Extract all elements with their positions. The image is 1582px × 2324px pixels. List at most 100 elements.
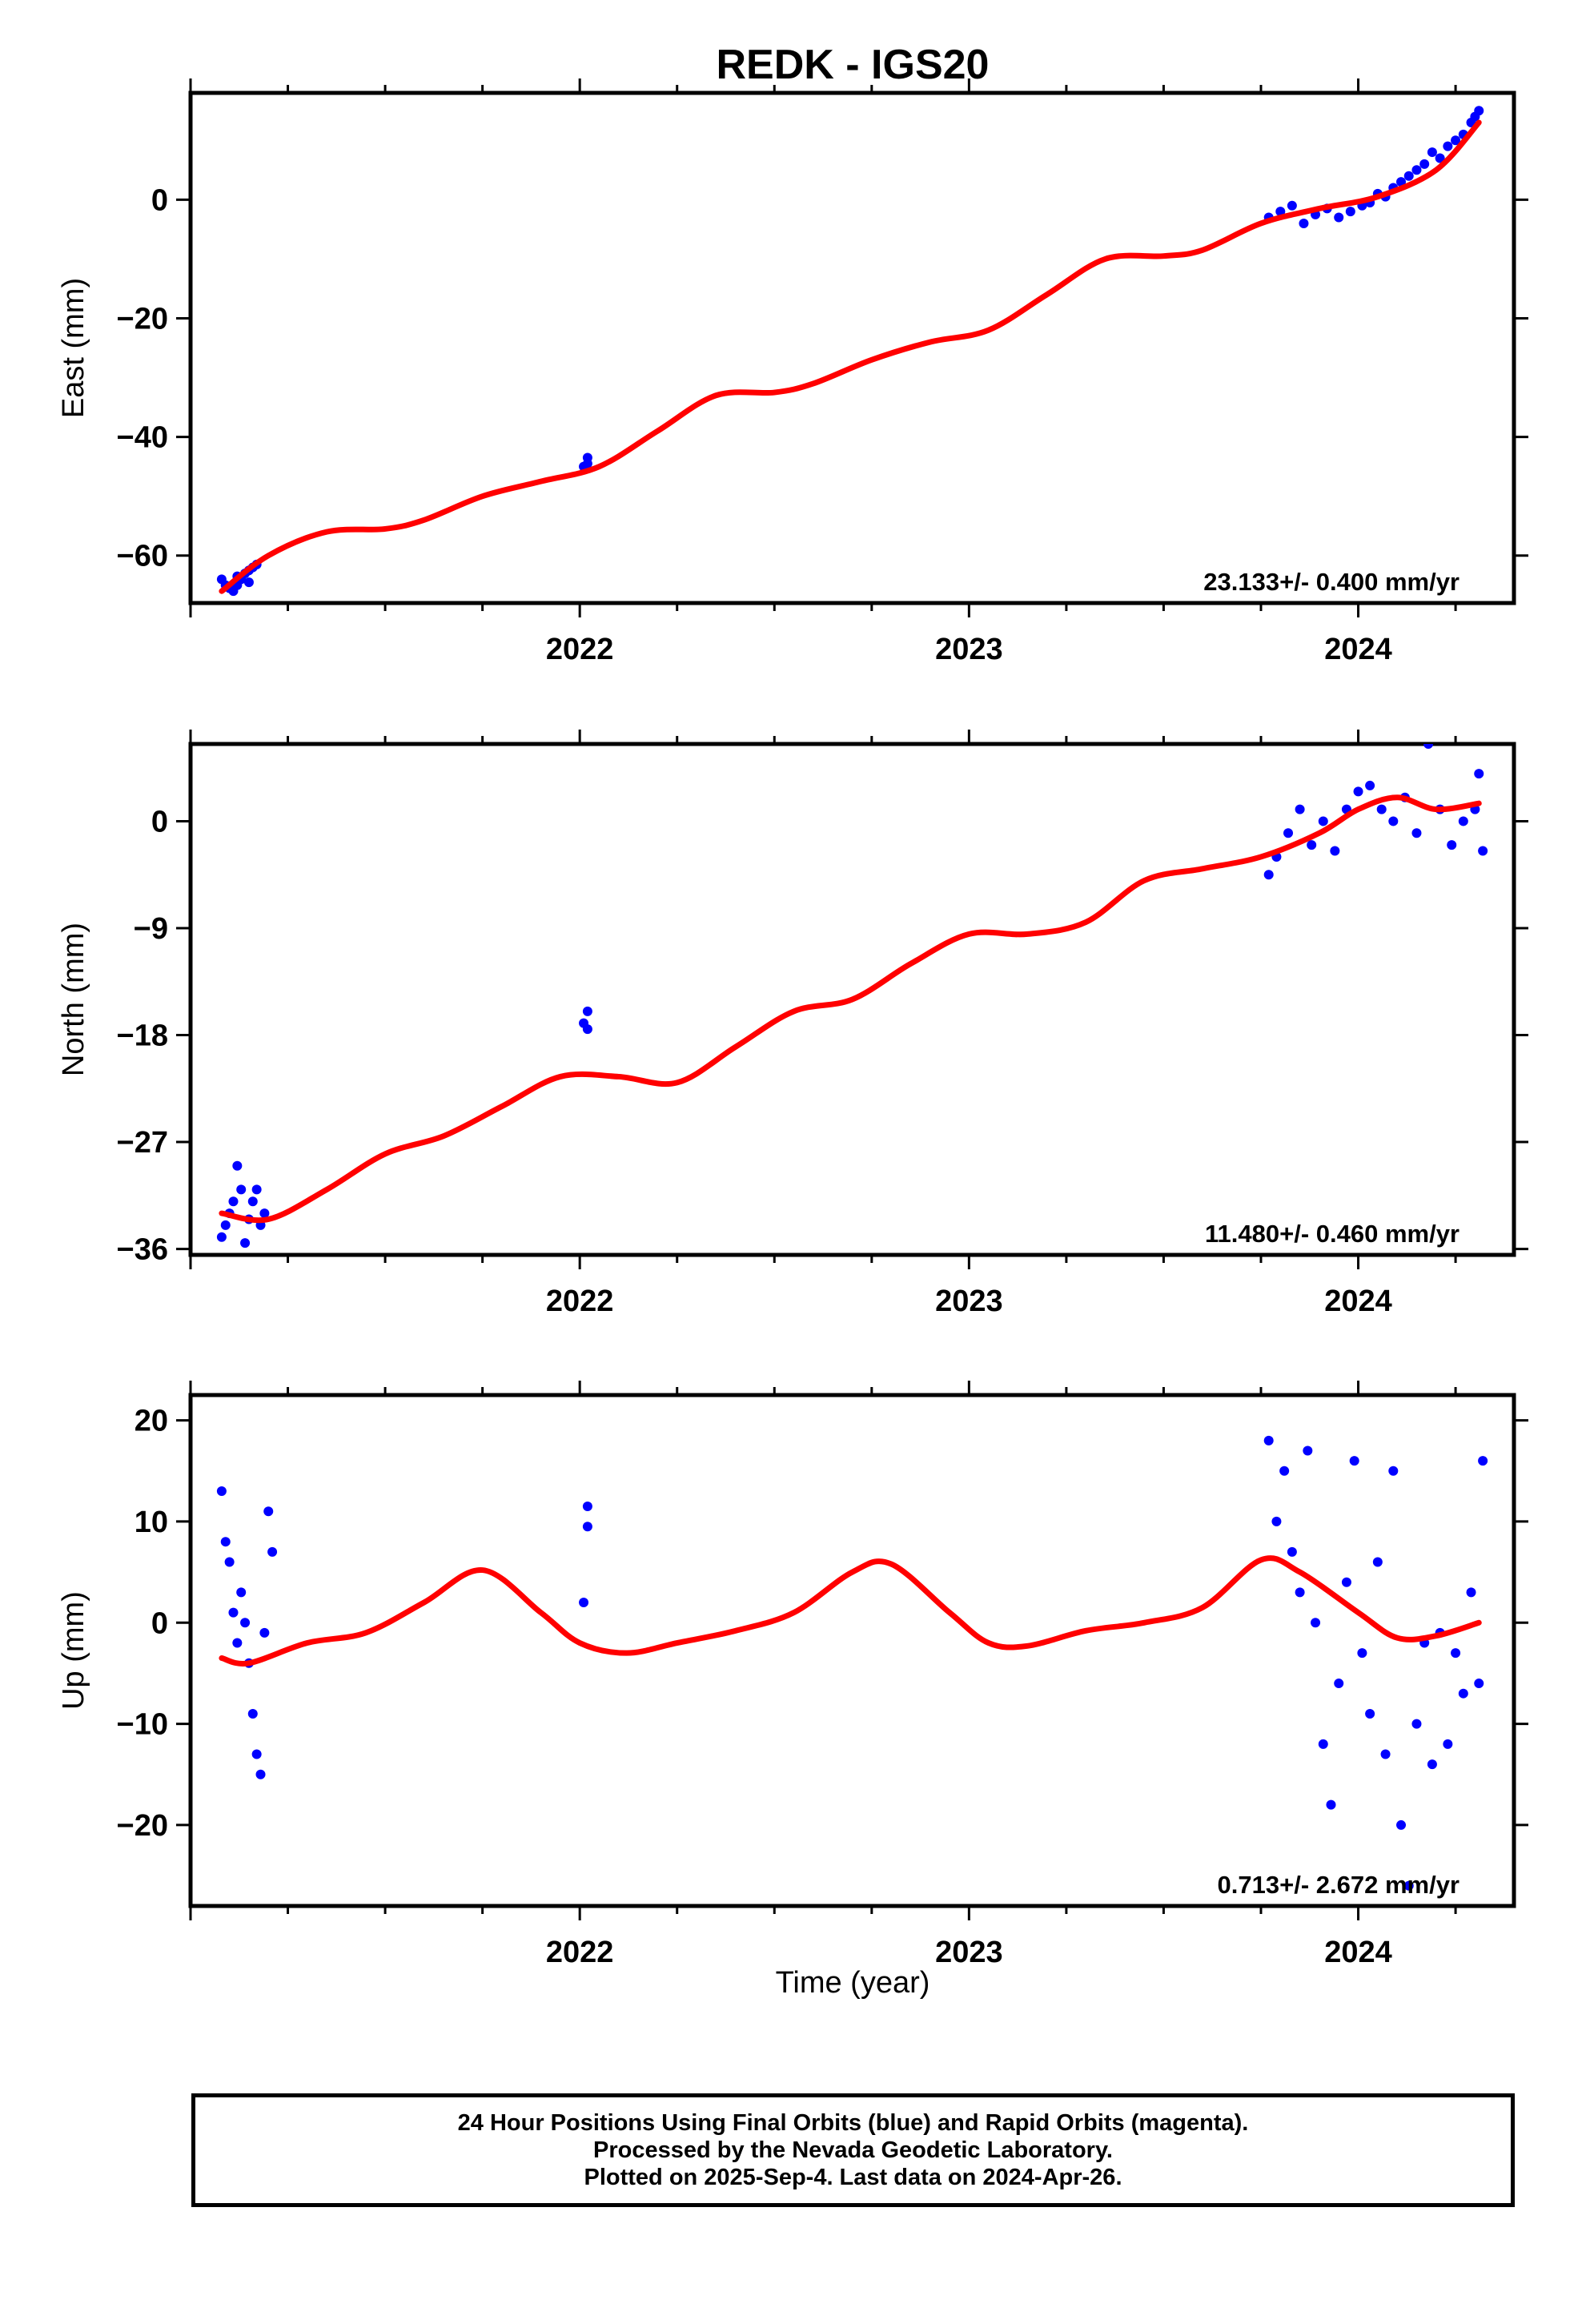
east-y-tick-label: 0: [151, 183, 168, 217]
north-y-tick-label: 0: [151, 805, 168, 838]
up-plot-area: [216, 1435, 1488, 1891]
north-data-point: [247, 1196, 258, 1207]
footer-note: 24 Hour Positions Using Final Orbits (bl…: [191, 2093, 1515, 2207]
up-data-point: [267, 1546, 278, 1557]
east-data-point: [582, 458, 592, 468]
north-data-point: [1318, 816, 1328, 826]
east-data-point: [1334, 212, 1344, 223]
up-data-point: [1341, 1577, 1351, 1587]
north-data-point: [1376, 804, 1387, 814]
up-data-point: [1474, 1679, 1484, 1689]
up-data-point: [240, 1618, 251, 1628]
chart-title: REDK - IGS20: [717, 42, 990, 88]
north-data-point: [232, 1160, 243, 1171]
north-data-point: [1458, 816, 1468, 826]
north-data-point: [1263, 870, 1274, 880]
north-y-tick-label: −18: [117, 1019, 168, 1053]
up-y-tick-label: 10: [135, 1506, 168, 1539]
up-data-point: [1372, 1557, 1383, 1567]
x-axis-label: Time (year): [776, 1966, 930, 2000]
north-x-tick-label: 2022: [546, 1285, 614, 1318]
east-model-line: [219, 119, 1482, 594]
north-data-point: [1295, 804, 1305, 814]
up-data-point: [1478, 1456, 1488, 1466]
panel-east: 2022 2023 2024 −60 −40 −20 0 East (mm) 23.133+/-…: [57, 78, 1528, 666]
east-data-point: [1275, 207, 1286, 217]
up-data-point: [1451, 1648, 1461, 1659]
up-x-tick-label: 2023: [935, 1936, 1003, 1969]
north-data-point: [220, 1220, 231, 1230]
up-y-tick-label: 20: [135, 1405, 168, 1438]
panel-north: 2022 2023 2024 −36 −27 −18 −9 0 North (mm) 11.480…: [57, 730, 1528, 1318]
north-data-point: [1353, 786, 1363, 797]
footer-line-2: Processed by the Nevada Geodetic Laborat…: [593, 2137, 1113, 2163]
east-data-point: [1299, 218, 1309, 228]
up-data-point: [1466, 1587, 1476, 1598]
north-x-tick-label: 2023: [935, 1285, 1003, 1318]
north-y-axis-label: North (mm): [57, 923, 90, 1076]
up-data-point: [1427, 1759, 1437, 1770]
up-data-point: [1411, 1719, 1422, 1729]
east-x-tick-label: 2023: [935, 633, 1003, 666]
east-data-point: [1427, 147, 1437, 158]
up-data-point: [216, 1486, 227, 1497]
up-x-tick-label: 2022: [546, 1936, 614, 1969]
east-y-axis-label: East (mm): [57, 278, 90, 418]
up-data-point: [1365, 1708, 1375, 1719]
up-data-point: [224, 1557, 235, 1567]
north-data-point: [1330, 846, 1340, 856]
east-data-point: [1451, 135, 1461, 146]
footer-line-3: Plotted on 2025-Sep-4. Last data on 2024…: [584, 2165, 1122, 2190]
up-data-point: [1357, 1648, 1367, 1659]
east-y-tick-label: −40: [117, 421, 168, 455]
up-data-point: [255, 1769, 266, 1779]
north-y-tick-label: −36: [117, 1233, 168, 1267]
north-plot-area: [216, 744, 1488, 1248]
up-data-point: [1326, 1799, 1336, 1810]
north-data-point: [1307, 840, 1317, 850]
east-frame: [188, 90, 1516, 605]
up-rate-label: 0.713+/- 2.672 mm/yr: [1218, 1871, 1460, 1899]
up-data-point: [1279, 1466, 1290, 1476]
north-data-point: [1474, 769, 1484, 779]
up-data-point: [1311, 1618, 1321, 1628]
up-y-axis-label: Up (mm): [57, 1591, 90, 1710]
up-data-point: [1380, 1749, 1391, 1759]
up-y-tick-label: −10: [117, 1708, 168, 1742]
up-frame: [188, 1393, 1516, 1908]
north-y-tick-label: −9: [134, 912, 168, 946]
up-y-tick-label: −20: [117, 1809, 168, 1843]
up-data-point: [1403, 1880, 1414, 1891]
east-data-point: [1287, 200, 1297, 211]
east-x-tick-label: 2022: [546, 633, 614, 666]
north-data-point: [582, 1006, 592, 1016]
up-data-point: [1396, 1819, 1407, 1830]
north-data-point: [1411, 828, 1422, 838]
north-data-point: [582, 1024, 592, 1035]
north-data-point: [240, 1238, 251, 1248]
north-model-line: [219, 794, 1482, 1224]
up-x-tick-label: 2024: [1324, 1936, 1392, 1969]
north-data-point: [251, 1184, 262, 1195]
up-data-point: [1334, 1679, 1344, 1689]
east-y-tick-label: −60: [117, 540, 168, 573]
up-data-point: [263, 1506, 274, 1517]
east-data-point: [1443, 141, 1453, 151]
east-data-point: [1403, 171, 1414, 181]
up-data-point: [228, 1607, 239, 1618]
east-y-tick-label: −20: [117, 302, 168, 336]
east-data-point: [243, 577, 254, 588]
up-data-point: [1287, 1546, 1297, 1557]
east-data-point: [1435, 153, 1445, 163]
up-data-point: [1303, 1445, 1313, 1456]
north-frame: [188, 742, 1516, 1257]
up-model-line: [219, 1555, 1482, 1667]
up-data-point: [1271, 1516, 1282, 1526]
up-data-point: [1263, 1435, 1274, 1445]
footer-line-1: 24 Hour Positions Using Final Orbits (bl…: [457, 2110, 1249, 2136]
east-data-point: [1419, 159, 1430, 169]
east-rate-label: 23.133+/- 0.400 mm/yr: [1203, 568, 1460, 596]
panel-up: 2022 2023 2024 −20 −10 0 10 20 Up (mm) 0.713+/- 2…: [57, 1381, 1528, 1969]
up-data-point: [251, 1749, 262, 1759]
